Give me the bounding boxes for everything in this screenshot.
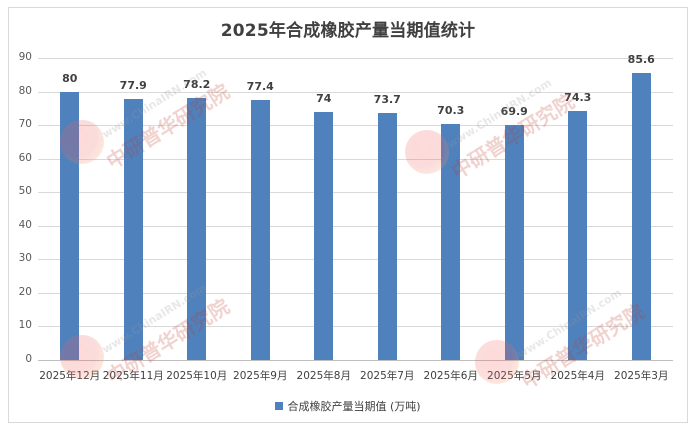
y-tick-label: 50 — [18, 185, 32, 198]
gridline — [38, 326, 673, 328]
x-tick-label: 2025年7月 — [360, 370, 415, 382]
x-tick-label: 2025年4月 — [550, 370, 605, 382]
bar — [377, 112, 397, 360]
data-label: 70.3 — [437, 104, 465, 118]
y-tick-label: 40 — [18, 218, 32, 231]
data-label: 74.3 — [564, 90, 592, 104]
data-label: 80 — [62, 71, 78, 85]
data-label: 77.4 — [246, 80, 274, 94]
bar — [187, 97, 207, 360]
gridline — [38, 158, 673, 160]
gridline — [38, 292, 673, 294]
data-label: 85.6 — [627, 52, 655, 66]
y-tick-label: 80 — [18, 84, 32, 97]
x-tick-label: 2025年6月 — [423, 370, 478, 382]
data-label: 78.2 — [183, 77, 211, 91]
gridline — [38, 125, 673, 127]
plot-area: 80 77.9 78.2 77.4 74 73.7 70.3 69.9 74.3 85.6 — [38, 53, 673, 361]
bar — [441, 124, 461, 360]
data-label: 69.9 — [500, 105, 528, 119]
x-tick-label: 2025年9月 — [233, 370, 288, 382]
gridline — [38, 259, 673, 261]
chart-title: 2025年合成橡胶产量当期值统计 — [220, 21, 476, 41]
legend-label: 合成橡胶产量当期值 (万吨) — [287, 400, 421, 413]
x-tick-label: 2025年3月 — [614, 370, 669, 382]
x-axis-line — [38, 360, 673, 361]
x-tick-label: 2025年8月 — [296, 370, 351, 382]
legend: 合成橡胶产量当期值 (万吨) — [0, 398, 696, 414]
y-tick-label: 70 — [18, 118, 32, 131]
y-tick-label: 20 — [18, 285, 32, 298]
x-tick-label: 2025年11月 — [102, 370, 164, 382]
bar — [250, 100, 270, 360]
x-tick-label: 2025年10月 — [166, 370, 228, 382]
data-label: 77.9 — [119, 78, 147, 92]
y-tick-label: 30 — [18, 252, 32, 265]
data-label: 74 — [316, 91, 332, 105]
x-tick-label: 2025年12月 — [39, 370, 101, 382]
gridline — [38, 225, 673, 227]
gridline — [38, 192, 673, 194]
bar — [60, 91, 80, 360]
y-tick-label: 0 — [25, 353, 32, 365]
bar — [504, 125, 524, 360]
y-tick-label: 90 — [18, 51, 32, 63]
bar — [568, 110, 588, 360]
x-tick-label: 2025年5月 — [487, 370, 542, 382]
bar — [314, 111, 334, 360]
bar — [631, 72, 651, 360]
gridline — [38, 91, 673, 93]
data-label: 73.7 — [373, 92, 401, 106]
legend-swatch — [275, 402, 284, 410]
y-tick-label: 60 — [18, 151, 32, 164]
bar — [123, 98, 143, 360]
gridline — [38, 58, 673, 59]
y-tick-label: 10 — [18, 319, 32, 332]
